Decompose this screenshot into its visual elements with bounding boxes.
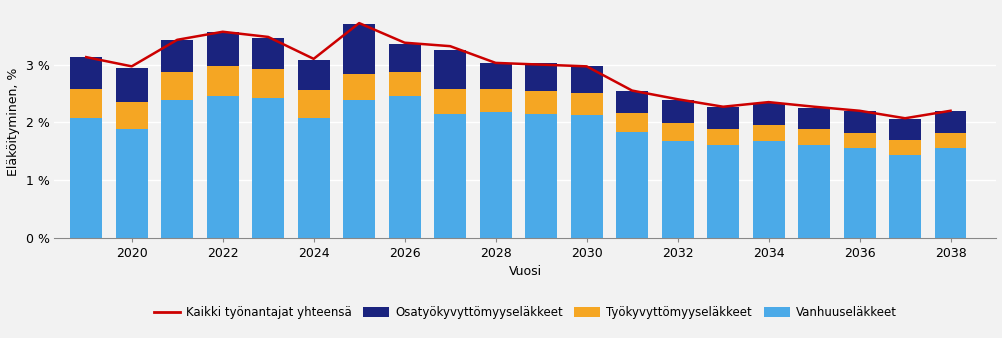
Bar — [343, 24, 375, 74]
Bar — [479, 64, 511, 90]
Bar — [70, 89, 102, 118]
Bar — [570, 115, 602, 238]
Bar — [798, 108, 830, 129]
Bar — [843, 148, 875, 238]
Bar — [706, 129, 738, 145]
Bar — [70, 57, 102, 89]
Bar — [843, 133, 875, 148]
Bar — [389, 44, 420, 72]
Bar — [888, 140, 920, 155]
Bar — [115, 101, 147, 129]
X-axis label: Vuosi: Vuosi — [508, 265, 541, 278]
Bar — [252, 69, 284, 98]
Bar — [343, 74, 375, 100]
Bar — [525, 114, 556, 238]
Bar — [252, 38, 284, 69]
Bar — [615, 91, 647, 113]
Legend: Kaikki työnantajat yhteensä, Osatyökyvyttömyyseläkkeet, Työkyvyttömyyseläkkeet, : Kaikki työnantajat yhteensä, Osatyökyvyt… — [148, 301, 901, 324]
Bar — [888, 155, 920, 238]
Bar — [525, 64, 556, 91]
Bar — [934, 148, 966, 238]
Bar — [206, 96, 238, 238]
Bar — [752, 125, 784, 141]
Bar — [479, 90, 511, 113]
Bar — [389, 72, 420, 96]
Bar — [661, 100, 692, 123]
Bar — [206, 32, 238, 66]
Bar — [161, 100, 193, 238]
Bar — [434, 50, 466, 90]
Bar — [661, 123, 692, 141]
Bar — [798, 145, 830, 238]
Bar — [115, 129, 147, 238]
Bar — [434, 114, 466, 238]
Bar — [161, 40, 193, 72]
Bar — [888, 119, 920, 140]
Bar — [934, 133, 966, 148]
Bar — [161, 72, 193, 100]
Y-axis label: Eläköityminen, %: Eläköityminen, % — [7, 68, 20, 176]
Bar — [115, 68, 147, 101]
Bar — [206, 66, 238, 96]
Bar — [752, 103, 784, 125]
Bar — [661, 141, 692, 238]
Bar — [298, 90, 330, 118]
Bar — [434, 90, 466, 114]
Bar — [752, 141, 784, 238]
Bar — [615, 113, 647, 132]
Bar — [570, 93, 602, 115]
Bar — [252, 98, 284, 238]
Bar — [298, 60, 330, 90]
Bar — [298, 118, 330, 238]
Bar — [706, 145, 738, 238]
Bar — [479, 113, 511, 238]
Bar — [525, 91, 556, 114]
Bar — [615, 132, 647, 238]
Bar — [343, 100, 375, 238]
Bar — [843, 111, 875, 133]
Bar — [934, 111, 966, 133]
Bar — [70, 118, 102, 238]
Bar — [798, 129, 830, 145]
Bar — [706, 107, 738, 129]
Bar — [389, 96, 420, 238]
Bar — [570, 66, 602, 93]
